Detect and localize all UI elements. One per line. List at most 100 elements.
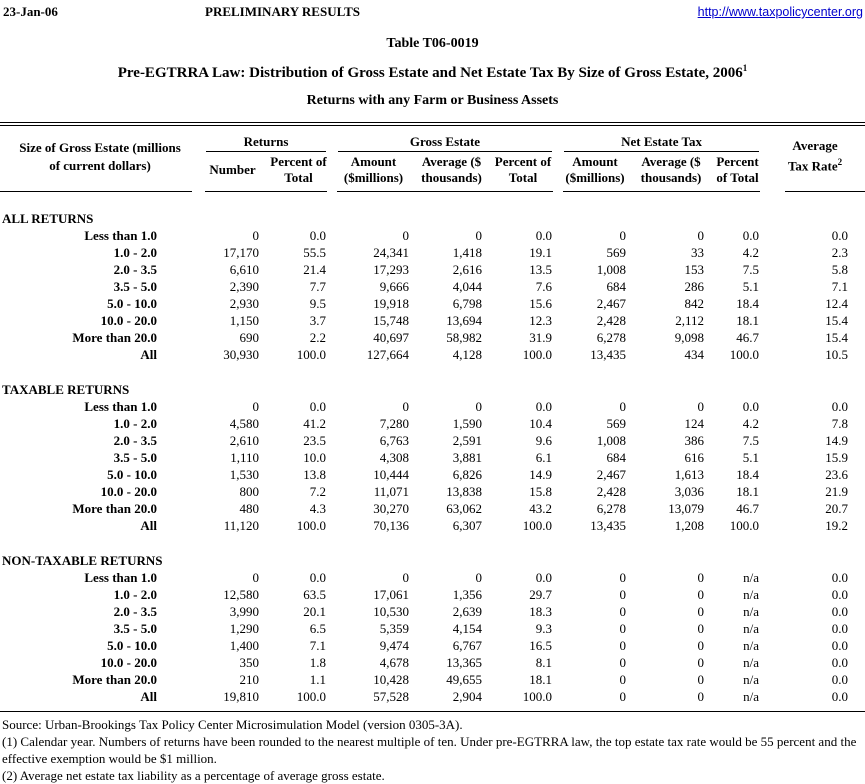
group-header-gross-estate: Gross Estate [332,126,559,152]
table-row: 10.0 - 20.0 1,150 3.7 15,748 13,694 12.3 2,428… [0,312,865,329]
table-cell: 0 [475,569,483,585]
table-cell: 684 [606,278,627,294]
table-cell: 18.1 [736,483,760,499]
row-label: 2.0 - 3.5 [113,261,157,277]
avg-tax-rate-line2: Tax Rate2 [765,156,865,176]
table-cell: 0.0 [535,398,553,414]
spacer-row [0,363,865,381]
estate-tax-table: Size of Gross Estate (millions of curren… [0,126,865,705]
table-cell: 10,530 [373,603,409,619]
row-label: 3.5 - 5.0 [113,278,157,294]
table-cell: 19.2 [825,517,849,533]
table-cell: 100.0 [729,346,760,362]
table-cell: 0 [697,586,705,602]
table-cell: 100.0 [296,517,326,533]
table-cell: 0.0 [831,227,849,243]
row-label: Less than 1.0 [84,569,157,585]
table-cell: 4.2 [742,415,760,431]
table-cell: 43.2 [529,500,553,516]
preliminary-results-label: PRELIMINARY RESULTS [205,4,360,19]
table-cell: 0.0 [535,227,553,243]
table-cell: 41.2 [303,415,326,431]
table-header: Size of Gross Estate (millions of curren… [0,126,865,192]
table-cell: 16.5 [529,637,553,653]
table-number-title: Table T06-0019 [386,36,479,51]
table-cell: 63.5 [303,586,326,602]
row-label: 10.0 - 20.0 [100,312,157,328]
row-label: More than 20.0 [72,500,157,516]
table-cell: 6.1 [535,449,553,465]
table-cell: 0.0 [831,654,849,670]
table-row: All 19,810 100.0 57,528 2,904 100.0 0 0 n/a 0.0 [0,688,865,705]
table-cell: 842 [684,295,705,311]
table-cell: 616 [684,449,705,465]
spacer-row [0,534,865,552]
row-label: 1.0 - 2.0 [113,415,157,431]
table-row: More than 20.0 210 1.1 10,428 49,655 18.1 0 0 n/… [0,671,865,688]
table-cell: 21.4 [303,261,326,277]
table-row: 10.0 - 20.0 800 7.2 11,071 13,838 15.8 2,428 3,… [0,483,865,500]
spacer-row [0,192,865,210]
table-row: Less than 1.0 0 0.0 0 0 0.0 0 0 0.0 0.0 [0,227,865,244]
row-label: 2.0 - 3.5 [113,603,157,619]
table-cell: 480 [239,500,260,516]
row-label: More than 20.0 [72,329,157,345]
table-cell: 0 [697,398,705,414]
table-cell: 18.4 [736,466,760,482]
table-cell: 6.5 [309,620,326,636]
col-header-percent-of-total: Percent of Total [710,152,766,192]
table-cell: 5.8 [831,261,849,277]
group-header-row: Size of Gross Estate (millions of curren… [0,126,865,192]
table-cell: 13,079 [668,500,705,516]
table-cell: 2,428 [596,483,627,499]
table-row: All 30,930 100.0 127,664 4,128 100.0 13,435 434… [0,346,865,363]
table-cell: 29.7 [529,586,553,602]
table-cell: 0 [619,398,627,414]
table-cell: 5,359 [379,620,409,636]
table-cell: 0.0 [831,620,849,636]
table-cell: 2,467 [596,295,627,311]
table-row: 3.5 - 5.0 1,290 6.5 5,359 4,154 9.3 0 0 n/a 0.0 [0,620,865,637]
table-cell: 286 [684,278,705,294]
table-cell: 10.4 [529,415,553,431]
taxpolicycenter-link[interactable]: http://www.taxpolicycenter.org [697,5,863,19]
table-cell: 3,036 [674,483,705,499]
table-cell: 2.2 [309,329,326,345]
table-cell: 1,208 [674,517,705,533]
table-cell: 12,580 [223,586,259,602]
table-cell: 2,390 [229,278,259,294]
table-cell: 0 [252,227,260,243]
table-cell: n/a [743,620,760,636]
table-cell: 4,678 [379,654,409,670]
table-body: ALL RETURNS Less than 1.0 0 0.0 0 0 0.0 0 0 0.0 0.… [0,192,865,705]
table-cell: 31.9 [529,329,553,345]
table-cell: 2,616 [452,261,482,277]
page-header: 23-Jan-06 PRELIMINARY RESULTS http://www… [0,0,865,24]
table-cell: 0.0 [309,227,326,243]
table-row: More than 20.0 480 4.3 30,270 63,062 43.2 6,27… [0,500,865,517]
table-cell: 0.0 [831,569,849,585]
table-cell: 1,613 [674,466,705,482]
table-cell: 1.1 [309,671,326,687]
table-cell: 7.5 [742,432,760,448]
table-cell: 210 [239,671,260,687]
table-cell: 0 [697,654,705,670]
table-cell: 63,062 [446,500,482,516]
section-label: TAXABLE RETURNS [2,381,130,397]
table-cell: 1,530 [229,466,259,482]
table-row: 2.0 - 3.5 2,610 23.5 6,763 2,591 9.6 1,008 386 7… [0,432,865,449]
table-cell: 0.0 [309,398,326,414]
table-cell: 21.9 [825,483,849,499]
table-cell: 386 [684,432,705,448]
table-cell: 0.0 [831,688,849,704]
table-cell: 7,280 [379,415,409,431]
table-cell: 0.0 [831,398,849,414]
table-cell: 9.5 [309,295,326,311]
section-row: NON-TAXABLE RETURNS [0,552,865,569]
table-cell: 12.3 [529,312,553,328]
row-label: 10.0 - 20.0 [100,483,157,499]
table-row: 2.0 - 3.5 3,990 20.1 10,530 2,639 18.3 0 0 n/a 0.… [0,603,865,620]
table-cell: 127,664 [366,346,409,362]
table-cell: 100.0 [522,688,553,704]
table-cell: 19.1 [529,244,553,260]
